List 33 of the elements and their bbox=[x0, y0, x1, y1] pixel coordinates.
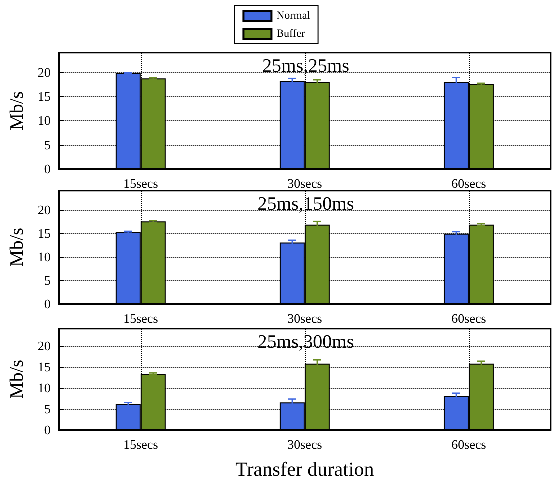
x-tick-label: 30secs bbox=[288, 437, 322, 452]
x-tick-label: 15secs bbox=[124, 176, 158, 191]
x-tick-label: 60secs bbox=[452, 437, 486, 452]
legend-label: Buffer bbox=[276, 28, 306, 40]
y-tick-label: 10 bbox=[38, 380, 51, 396]
y-tick-label: 15 bbox=[38, 89, 51, 104]
y-tick-label: 20 bbox=[38, 64, 51, 80]
x-tick-label: 15secs bbox=[124, 311, 158, 326]
y-tick-label: 10 bbox=[38, 113, 51, 128]
chart-title: 25ms,150ms bbox=[258, 194, 354, 215]
y-tick-label: 20 bbox=[38, 338, 51, 354]
y-tick-label: 10 bbox=[38, 249, 51, 264]
y-tick-label: 5 bbox=[44, 137, 51, 152]
x-tick-label: 60secs bbox=[452, 176, 486, 191]
x-axis-title: Transfer duration bbox=[236, 459, 374, 481]
y-tick-label: 5 bbox=[44, 401, 51, 416]
y-tick-label: 0 bbox=[44, 162, 51, 176]
y-axis-title: Mb/s bbox=[7, 360, 28, 400]
y-tick-label: 0 bbox=[44, 422, 51, 438]
y-tick-label: 5 bbox=[44, 272, 51, 288]
y-tick-label: 0 bbox=[44, 296, 51, 312]
legend-label: Normal bbox=[276, 10, 310, 22]
y-tick-label: 20 bbox=[38, 202, 51, 218]
chart-title: 25ms,25ms bbox=[262, 56, 350, 77]
y-axis-title: Mb/s bbox=[7, 228, 28, 268]
y-tick-label: 15 bbox=[38, 226, 51, 241]
y-axis-title: Mb/s bbox=[7, 91, 28, 131]
x-tick-label: 60secs bbox=[452, 311, 486, 326]
x-tick-label: 15secs bbox=[124, 437, 158, 452]
y-tick-label: 15 bbox=[38, 359, 51, 374]
x-tick-label: 30secs bbox=[288, 176, 322, 191]
x-tick-label: 30secs bbox=[288, 311, 322, 326]
chart-title: 25ms,300ms bbox=[258, 332, 354, 353]
